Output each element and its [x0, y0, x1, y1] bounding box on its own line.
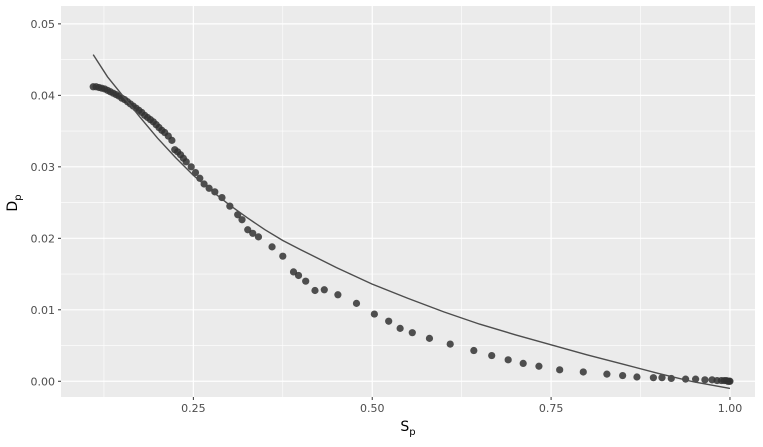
y-tick-label: 0.02	[31, 232, 56, 245]
x-tick-label: 0.75	[539, 402, 564, 415]
data-point	[425, 334, 434, 342]
data-point	[268, 243, 276, 251]
data-point	[218, 193, 226, 202]
data-point	[211, 188, 219, 196]
data-point	[446, 340, 454, 348]
data-point	[370, 310, 378, 318]
data-point	[408, 329, 416, 337]
data-point	[320, 286, 328, 294]
data-point	[519, 359, 527, 368]
data-point	[396, 324, 404, 332]
data-point	[488, 351, 496, 360]
plot-panel	[61, 6, 755, 397]
data-point	[191, 168, 200, 177]
data-point	[352, 299, 361, 307]
data-point	[726, 377, 734, 385]
x-tick-label: 1.00	[718, 402, 743, 415]
data-point	[279, 252, 287, 260]
data-point	[649, 374, 658, 382]
data-point	[244, 226, 252, 234]
fitted-curve	[92, 54, 731, 390]
data-point	[334, 291, 342, 299]
data-point	[701, 376, 709, 384]
major-gridlines	[61, 6, 755, 397]
y-tick-label: 0.01	[31, 304, 56, 317]
data-point	[254, 233, 263, 241]
data-point	[302, 277, 310, 285]
data-point	[658, 374, 666, 382]
data-point	[535, 362, 543, 370]
data-point	[289, 268, 298, 276]
y-axis: 0.00 0.01 0.02 0.03 0.04 0.05	[31, 18, 61, 388]
y-tick-label: 0.03	[31, 161, 56, 174]
data-point	[504, 356, 512, 364]
minor-gridlines	[61, 6, 755, 397]
data-point	[294, 271, 303, 280]
data-point	[249, 229, 257, 237]
y-tick-label: 0.04	[31, 89, 56, 102]
x-axis: 0.25 0.50 0.75 1.00	[181, 397, 742, 415]
data-point	[470, 346, 478, 355]
x-axis-title: Sp	[400, 419, 415, 438]
x-tick-label: 0.25	[181, 402, 206, 415]
data-point	[619, 371, 627, 380]
data-point	[603, 370, 611, 378]
data-point	[692, 375, 700, 383]
y-tick-label: 0.00	[31, 375, 56, 388]
data-point	[385, 317, 393, 325]
y-axis-title: Dp	[5, 194, 24, 211]
data-point	[633, 373, 641, 381]
x-tick-label: 0.50	[360, 402, 385, 415]
data-point	[168, 136, 176, 144]
data-point	[182, 158, 190, 166]
y-tick-label: 0.05	[31, 18, 56, 31]
data-point	[187, 163, 195, 171]
data-point	[238, 216, 246, 224]
data-point	[556, 366, 564, 374]
data-point	[311, 286, 319, 295]
data-point	[579, 368, 587, 376]
